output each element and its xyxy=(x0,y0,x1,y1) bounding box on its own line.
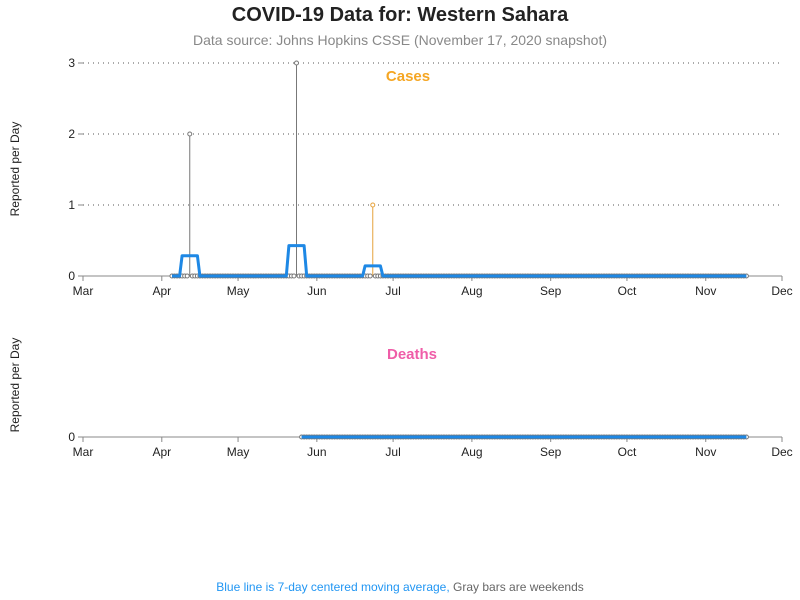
x-tick-label: Jun xyxy=(307,284,326,298)
chart-footer: Blue line is 7-day centered moving avera… xyxy=(0,580,800,594)
x-tick-label: Oct xyxy=(618,284,637,298)
x-tick-label: Sep xyxy=(540,445,562,459)
x-tick-label: Mar xyxy=(73,284,94,298)
x-tick-label: Aug xyxy=(461,284,482,298)
x-tick-label: Jul xyxy=(385,284,400,298)
cases-panel-title: Cases xyxy=(386,68,430,85)
x-tick-label: Dec xyxy=(771,445,792,459)
x-tick-label: Oct xyxy=(618,445,637,459)
x-tick-label: May xyxy=(227,284,250,298)
y-tick-label: 1 xyxy=(68,198,75,212)
data-point xyxy=(291,273,297,279)
x-tick-label: Nov xyxy=(695,445,716,459)
x-tick-label: Apr xyxy=(152,284,171,298)
y-tick-label: 3 xyxy=(68,56,75,70)
data-point xyxy=(184,273,190,279)
deaths-panel-title: Deaths xyxy=(387,346,437,363)
footer-weekend-note: Gray bars are weekends xyxy=(453,580,584,594)
y-tick-label: 0 xyxy=(68,430,75,444)
x-tick-label: Apr xyxy=(152,445,171,459)
data-point xyxy=(294,60,300,66)
x-tick-label: May xyxy=(227,445,250,459)
x-tick-label: Dec xyxy=(771,284,792,298)
panel-cases: Cases 0 1 2 3 Mar Apr May Jun Jul Aug Sep Oct Nov Dec xyxy=(68,56,792,298)
data-point xyxy=(367,273,373,279)
moving-average-line xyxy=(172,244,747,278)
x-tick-label: Mar xyxy=(73,445,94,459)
x-tick-label: Sep xyxy=(540,284,562,298)
footer-moving-average-note: Blue line is 7-day centered moving avera… xyxy=(216,580,450,594)
chart-title: COVID-19 Data for: Western Sahara xyxy=(231,4,569,26)
x-tick-label: Jul xyxy=(385,445,400,459)
y-tick-label: 0 xyxy=(68,269,75,283)
x-tick-label: Jun xyxy=(307,445,326,459)
x-tick-label: Nov xyxy=(695,284,716,298)
chart-subtitle: Data source: Johns Hopkins CSSE (Novembe… xyxy=(193,32,607,48)
data-point xyxy=(187,131,193,137)
x-tick-label: Aug xyxy=(461,445,482,459)
y-tick-label: 2 xyxy=(68,127,75,141)
data-point xyxy=(370,202,376,208)
